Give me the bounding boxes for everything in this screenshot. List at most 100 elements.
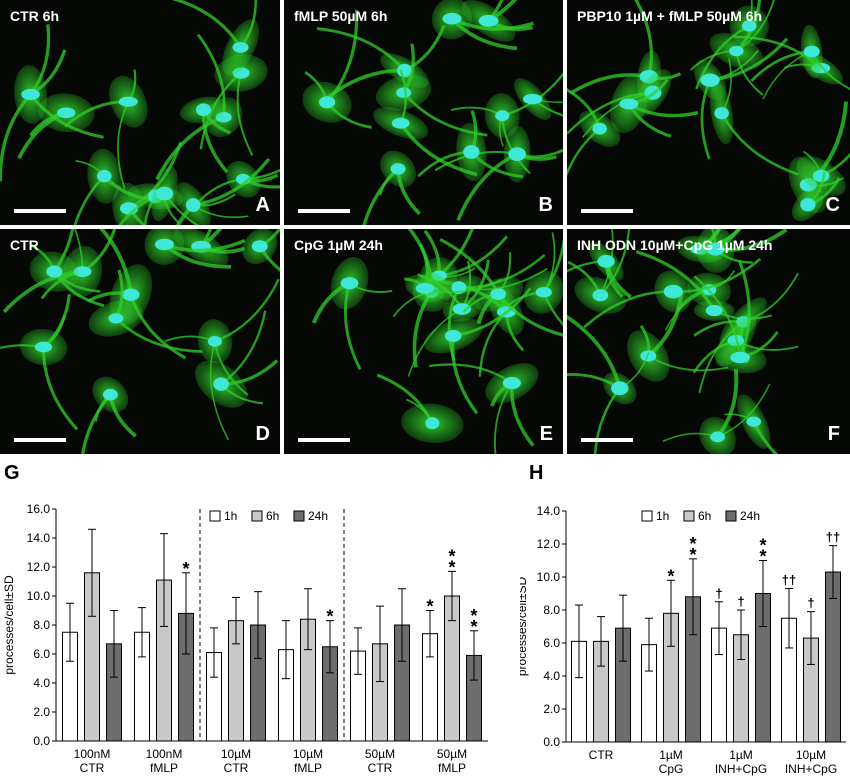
cell-image — [302, 0, 563, 225]
significance-marker: †† — [826, 530, 840, 545]
legend-swatch — [641, 510, 653, 522]
cell-nucleus — [700, 73, 720, 87]
y-tick-label: 12.0 — [537, 537, 561, 551]
cell-nucleus — [619, 98, 639, 110]
x-tick-label: CTR — [589, 748, 614, 762]
significance-marker: * — [759, 547, 766, 567]
cell-nucleus — [46, 265, 63, 278]
legend-label: 6h — [698, 509, 711, 523]
cell-nucleus — [154, 238, 174, 251]
scale-bar — [581, 438, 633, 442]
y-axis-label: processes/cell±SD — [2, 575, 16, 675]
micrograph-panel-a: CTR 6h A — [0, 0, 280, 225]
y-tick-label: 14.0 — [27, 531, 51, 545]
significance-marker: † — [737, 594, 744, 609]
significance-marker: †† — [782, 573, 796, 588]
bar-chart-h: processes/cell±SD 0.0 2.0 4.0 6.0 8.0 10.0 12.0… — [520, 504, 846, 776]
y-tick-label: 8.0 — [33, 618, 50, 632]
panel-title: INH ODN 10µM+CpG 1µM 24h — [577, 237, 773, 253]
x-tick-label: 50µM — [437, 747, 467, 761]
scale-bar — [14, 438, 66, 442]
cell-image — [0, 0, 280, 225]
panel-letter: A — [255, 194, 270, 216]
cell-nucleus — [452, 303, 472, 315]
cell-nucleus — [495, 110, 510, 122]
cell-nucleus — [318, 96, 336, 109]
panel-letter: D — [255, 423, 270, 445]
panel-title: PBP10 1µM + fMLP 50µM 6h — [577, 8, 763, 24]
x-tick-label: INH+CpG — [715, 762, 767, 776]
cell-nucleus — [96, 169, 112, 183]
cell-nucleus — [185, 198, 201, 212]
x-tick-label: fMLP — [294, 761, 322, 775]
significance-marker: * — [689, 545, 696, 565]
cell-nucleus — [741, 20, 757, 32]
x-tick-label: 1µM — [729, 748, 753, 762]
y-tick-label: 10.0 — [27, 589, 51, 603]
legend-swatch — [251, 510, 263, 522]
panel-letter: F — [827, 423, 840, 445]
cell-nucleus — [710, 431, 726, 443]
legend-swatch — [683, 510, 695, 522]
x-tick-label: 10µM — [796, 748, 826, 762]
cell-nucleus — [746, 416, 762, 427]
cell-nucleus — [535, 287, 552, 298]
bar-chart-g: processes/cell±SD 0.0 2.0 4.0 6.0 8.0 10.0 12.0… — [2, 502, 488, 775]
cell-nucleus — [812, 169, 830, 182]
x-tick-label: 10µM — [221, 747, 251, 761]
cell-nucleus — [508, 147, 526, 162]
cell-image — [0, 229, 280, 454]
panel-title: fMLP 50µM 6h — [294, 8, 388, 24]
y-tick-label: 16.0 — [27, 502, 51, 516]
significance-marker: * — [448, 546, 455, 566]
cell-nucleus — [611, 381, 629, 396]
cell-nucleus — [57, 107, 76, 119]
y-tick-label: 0.0 — [33, 734, 50, 748]
panel-title: CpG 1µM 24h — [294, 237, 383, 253]
cell-nucleus — [705, 304, 723, 317]
cell-nucleus — [425, 417, 440, 430]
cell-nucleus — [34, 341, 53, 353]
x-tick-label: fMLP — [150, 761, 178, 775]
cell-nucleus — [502, 376, 521, 390]
y-tick-label: 4.0 — [543, 669, 560, 683]
cell-nucleus — [415, 282, 435, 294]
cell-nucleus — [597, 254, 615, 268]
micrograph-panel-c: PBP10 1µM + fMLP 50µM 6h C — [567, 0, 850, 225]
significance-marker: * — [426, 597, 433, 617]
scale-bar — [298, 438, 350, 442]
cell-nucleus — [730, 351, 750, 364]
significance-marker: * — [326, 607, 333, 627]
cell-nucleus — [390, 163, 406, 175]
cell-nucleus — [800, 197, 816, 212]
cell-nucleus — [490, 288, 506, 301]
cell-nucleus — [663, 284, 683, 299]
x-tick-label: INH+CpG — [785, 762, 837, 776]
significance-marker: * — [470, 617, 477, 637]
cell-nucleus — [391, 117, 410, 129]
legend-label: 1h — [224, 509, 237, 523]
panel-letter: B — [538, 194, 553, 216]
legend-label: 6h — [266, 509, 279, 523]
significance-marker: * — [689, 534, 696, 554]
scale-bar — [298, 209, 350, 213]
x-tick-label: CpG — [659, 762, 684, 776]
significance-marker: † — [807, 596, 814, 611]
panel-title: CTR 6h — [10, 8, 59, 24]
cell-nucleus — [729, 45, 744, 57]
y-tick-label: 2.0 — [33, 705, 50, 719]
legend-swatch — [293, 510, 305, 522]
panel-title: CTR — [10, 237, 39, 253]
cell-nucleus — [232, 42, 249, 53]
chart-letter-h: H — [529, 462, 544, 484]
significance-marker: * — [448, 557, 455, 577]
cell-nucleus — [108, 313, 124, 324]
cell-nucleus — [122, 288, 140, 301]
x-tick-label: CTR — [224, 761, 249, 775]
legend-swatch — [725, 510, 737, 522]
legend-label: 24h — [740, 509, 760, 523]
panel-letter: E — [539, 423, 553, 445]
y-tick-label: 0.0 — [543, 735, 560, 749]
cell-nucleus — [522, 93, 543, 105]
y-tick-label: 8.0 — [543, 603, 560, 617]
